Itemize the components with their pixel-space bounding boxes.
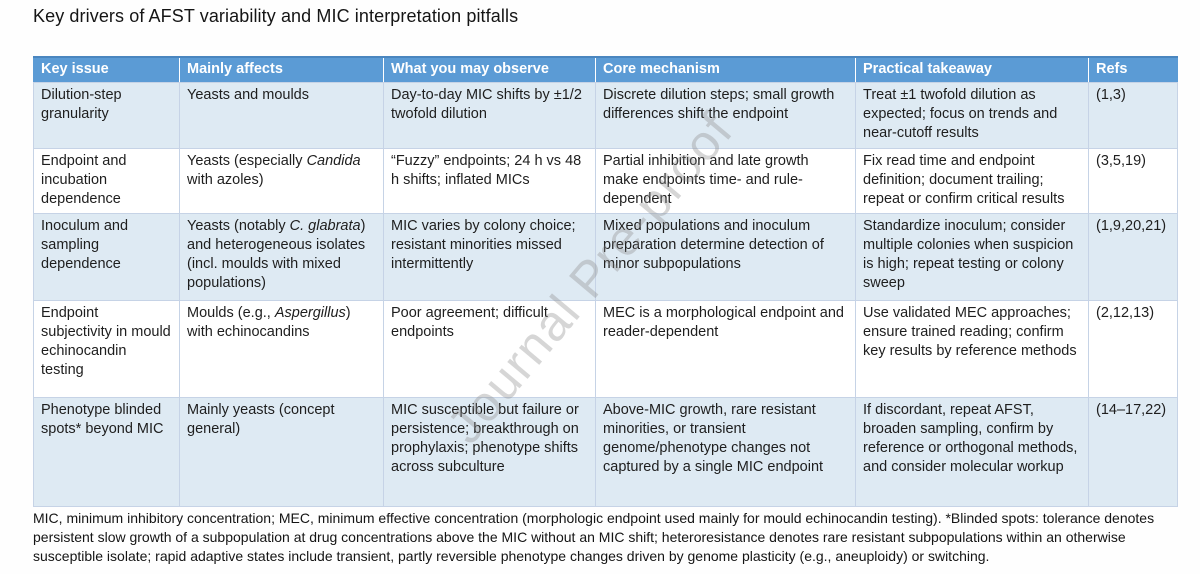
column-header-practical-takeaway: Practical takeaway <box>855 56 1089 84</box>
affects-text: ) with echinocandins <box>187 304 351 340</box>
affects-species-italic: Aspergillus <box>274 304 346 321</box>
column-header-core-mechanism: Core mechanism <box>595 56 856 84</box>
table-row-inoculum-sampling: Inoculum and sampling dependence Yeasts … <box>33 212 1178 301</box>
cell-key-issue: Endpoint and incubation dependence <box>33 147 180 214</box>
cell-refs: (3,5,19) <box>1088 147 1178 214</box>
affects-text: with azoles) <box>187 171 264 188</box>
cell-mainly-affects: Yeasts (notably C. glabrata) and heterog… <box>179 212 384 301</box>
cell-key-issue: Inoculum and sampling dependence <box>33 212 180 301</box>
cell-takeaway: Use validated MEC approaches; ensure tra… <box>855 299 1089 398</box>
affects-text: Yeasts and moulds <box>187 87 309 104</box>
table-row-phenotype-blinded-spots: Phenotype blinded spots* beyond MIC Main… <box>33 396 1178 507</box>
cell-key-issue: Phenotype blinded spots* beyond MIC <box>33 396 180 507</box>
cell-mainly-affects: Yeasts and moulds <box>179 82 384 149</box>
affects-species-italic: C. glabrata <box>289 217 361 234</box>
affects-species-italic: Candida <box>306 152 361 169</box>
cell-mainly-affects: Moulds (e.g., Aspergillus) with echinoca… <box>179 299 384 398</box>
cell-takeaway: Treat ±1 twofold dilution as expected; f… <box>855 82 1089 149</box>
cell-refs: (14–17,22) <box>1088 396 1178 507</box>
affects-text: Moulds (e.g., <box>187 304 275 321</box>
column-header-what-you-may-observe: What you may observe <box>383 56 596 84</box>
affects-text: Yeasts (notably <box>187 217 290 234</box>
cell-takeaway: If discordant, repeat AFST, broaden samp… <box>855 396 1089 507</box>
cell-key-issue: Dilution-step granularity <box>33 82 180 149</box>
table-row-endpoint-subjectivity: Endpoint subjectivity in mould echinocan… <box>33 299 1178 398</box>
cell-takeaway: Standardize inoculum; consider multiple … <box>855 212 1089 301</box>
table-row-endpoint-incubation: Endpoint and incubation dependence Yeast… <box>33 147 1178 214</box>
afst-variability-table: Key issue Mainly affects What you may ob… <box>33 56 1178 507</box>
cell-observe: “Fuzzy” endpoints; 24 h vs 48 h shifts; … <box>383 147 596 214</box>
cell-takeaway: Fix read time and endpoint definition; d… <box>855 147 1089 214</box>
cell-refs: (1,9,20,21) <box>1088 212 1178 301</box>
cell-mechanism: Mixed populations and inoculum preparati… <box>595 212 856 301</box>
table-header-row: Key issue Mainly affects What you may ob… <box>33 56 1178 84</box>
cell-key-issue: Endpoint subjectivity in mould echinocan… <box>33 299 180 398</box>
column-header-refs: Refs <box>1088 56 1178 84</box>
table-row-dilution-step: Dilution-step granularity Yeasts and mou… <box>33 82 1178 149</box>
cell-refs: (1,3) <box>1088 82 1178 149</box>
affects-text: ) and heterogeneous isolates (incl. moul… <box>187 217 366 292</box>
column-header-mainly-affects: Mainly affects <box>179 56 384 84</box>
cell-observe: Poor agreement; difficult endpoints <box>383 299 596 398</box>
cell-observe: Day-to-day MIC shifts by ±1/2 twofold di… <box>383 82 596 149</box>
cell-mainly-affects: Mainly yeasts (concept general) <box>179 396 384 507</box>
cell-mechanism: Above-MIC growth, rare resistant minorit… <box>595 396 856 507</box>
cell-observe: MIC susceptible but failure or persisten… <box>383 396 596 507</box>
cell-observe: MIC varies by colony choice; resistant m… <box>383 212 596 301</box>
table-footnote: MIC, minimum inhibitory concentration; M… <box>33 510 1155 565</box>
table-title: Key drivers of AFST variability and MIC … <box>33 6 519 26</box>
cell-mainly-affects: Yeasts (especially Candida with azoles) <box>179 147 384 214</box>
cell-mechanism: Discrete dilution steps; small growth di… <box>595 82 856 149</box>
cell-mechanism: Partial inhibition and late growth make … <box>595 147 856 214</box>
cell-mechanism: MEC is a morphological endpoint and read… <box>595 299 856 398</box>
affects-text: Yeasts (especially <box>187 152 307 169</box>
column-header-key-issue: Key issue <box>33 56 180 84</box>
affects-text: Mainly yeasts (concept general) <box>187 401 335 437</box>
cell-refs: (2,12,13) <box>1088 299 1178 398</box>
